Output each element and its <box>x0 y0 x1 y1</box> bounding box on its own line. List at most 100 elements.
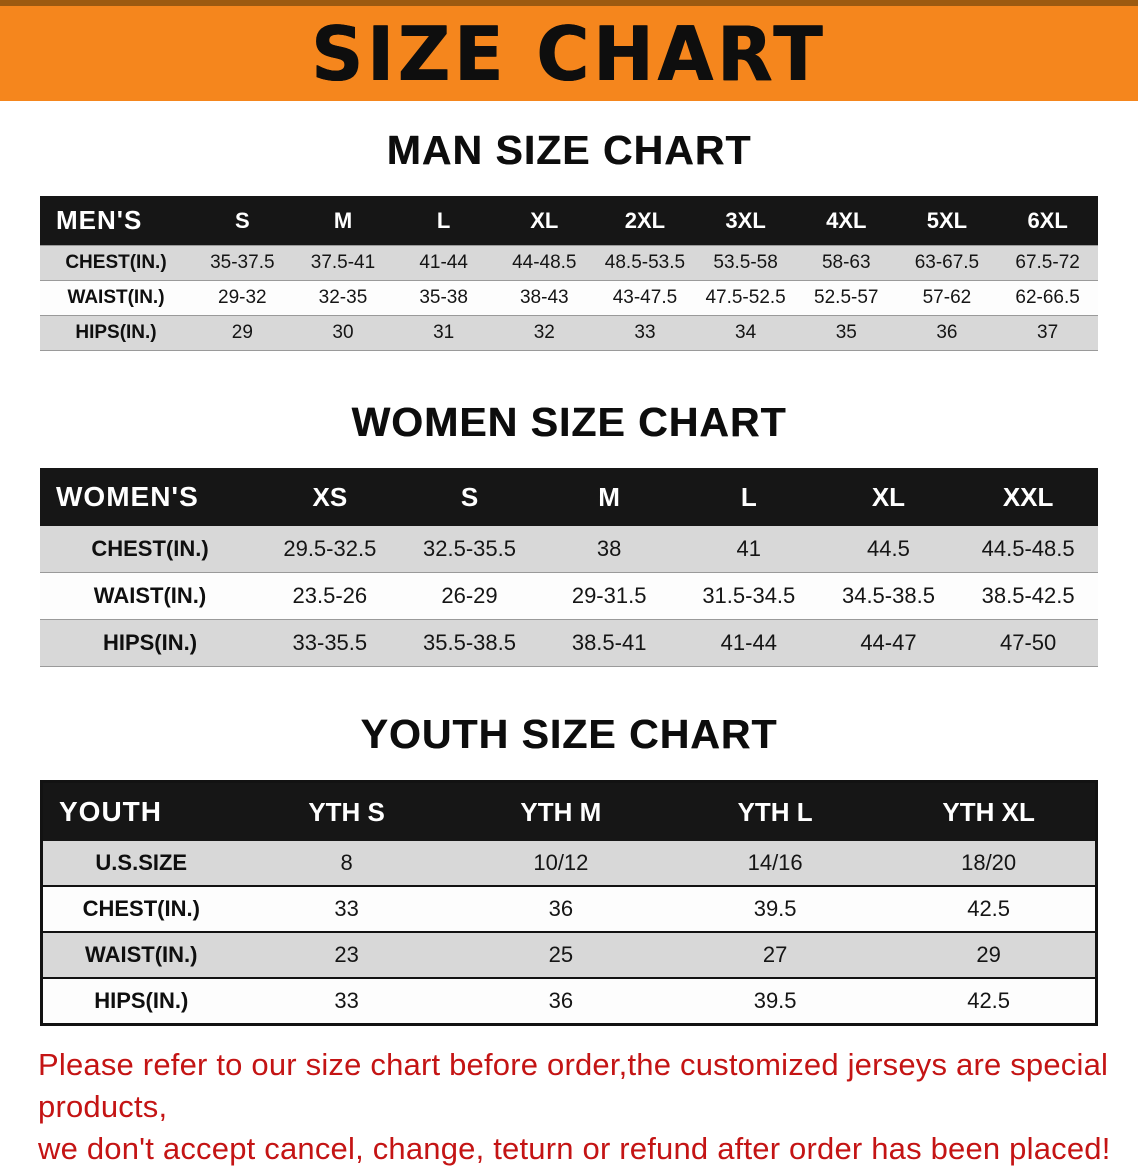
size-value: 33 <box>334 988 359 1013</box>
size-value: 43-47.5 <box>612 287 678 308</box>
men-size-table: MEN'S S M L XL 2XL 3XL 4XL 5XL 6XL CHEST(IN.) 35-37… <box>40 196 1098 351</box>
youth-size-table: YOUTH YTH S YTH M YTH L YTH XL U.S.SIZE 8 10/12… <box>40 780 1098 1026</box>
size-value: 32.5-35.5 <box>423 536 516 561</box>
size-column-header: 5XL <box>896 196 998 246</box>
size-column-header: S <box>399 468 540 526</box>
size-value: 39.5 <box>753 988 797 1013</box>
size-value: 62-66.5 <box>1015 287 1080 308</box>
size-value: 41-44 <box>419 252 468 273</box>
size-value: 35.5-38.5 <box>423 630 516 655</box>
table-header-row: WOMEN'S XS S M L XL XXL <box>40 468 1098 526</box>
size-value: 47-50 <box>1000 630 1057 655</box>
table-corner-label: MEN'S <box>40 196 192 246</box>
disclaimer: Please refer to our size chart before or… <box>38 1044 1138 1170</box>
women-section: WOMEN SIZE CHART WOMEN'S XS S M L XL XXL CHEST(… <box>0 399 1138 667</box>
women-section-title: WOMEN SIZE CHART <box>351 399 787 445</box>
table-row: HIPS(IN.) 33-35.5 35.5-38.5 38.5-41 41-44 44-… <box>40 619 1098 667</box>
size-column-header: 4XL <box>795 196 897 246</box>
size-value: 29.5-32.5 <box>283 536 377 561</box>
table-row: U.S.SIZE 8 10/12 14/16 18/20 <box>41 841 1097 886</box>
size-value: 25 <box>548 942 574 967</box>
size-value: 33 <box>334 896 359 921</box>
size-value: 29-32 <box>218 287 267 308</box>
size-value: 47.5-52.5 <box>705 287 786 308</box>
youth-section-title: YOUTH SIZE CHART <box>360 711 778 757</box>
size-value: 36 <box>548 896 574 921</box>
size-value: 38 <box>596 536 622 561</box>
size-value: 35-38 <box>419 287 468 308</box>
size-column-header: YTH M <box>453 781 668 841</box>
size-value: 26-29 <box>441 583 498 608</box>
youth-section: YOUTH SIZE CHART YOUTH YTH S YTH M YTH L YTH… <box>0 711 1138 1026</box>
table-header-row: MEN'S S M L XL 2XL 3XL 4XL 5XL 6XL <box>40 196 1098 246</box>
size-column-header: XS <box>260 468 400 526</box>
size-value: 29-31.5 <box>571 583 647 608</box>
size-value: 44-47 <box>860 630 917 655</box>
size-value: 38.5-41 <box>571 630 647 655</box>
size-value: 35-37.5 <box>210 252 275 273</box>
size-value: 42.5 <box>967 896 1011 921</box>
size-value: 34 <box>735 322 757 343</box>
size-value: 39.5 <box>753 896 797 921</box>
size-column-header: XL <box>818 468 959 526</box>
size-value: 8 <box>340 850 353 875</box>
row-label: CHEST(IN.) <box>82 896 200 921</box>
size-value: 57-62 <box>922 287 972 308</box>
table-row: WAIST(IN.) 23 25 27 29 <box>41 932 1097 978</box>
size-value: 10/12 <box>533 850 589 875</box>
size-column-header: YTH L <box>668 781 883 841</box>
table-header-row: YOUTH YTH S YTH M YTH L YTH XL <box>41 781 1097 841</box>
size-column-header: YTH XL <box>882 781 1097 841</box>
size-value: 53.5-58 <box>713 252 778 273</box>
row-label: CHEST(IN.) <box>91 536 209 561</box>
size-value: 18/20 <box>961 850 1017 875</box>
size-value: 29 <box>976 942 1001 967</box>
size-value: 29 <box>231 322 253 343</box>
size-value: 14/16 <box>747 850 803 875</box>
size-value: 30 <box>332 322 354 343</box>
table-row: HIPS(IN.) 33 36 39.5 42.5 <box>41 978 1097 1025</box>
size-column-header: XXL <box>958 468 1098 526</box>
size-value: 38.5-42.5 <box>981 583 1075 608</box>
women-size-table: WOMEN'S XS S M L XL XXL CHEST(IN.) 29.5-32.5 32.5… <box>40 468 1098 667</box>
table-row: CHEST(IN.) 35-37.5 37.5-41 41-44 44-48.5 48.5… <box>40 245 1098 281</box>
size-value: 44.5 <box>867 536 910 561</box>
size-value: 32 <box>533 322 555 343</box>
size-value: 31 <box>433 322 455 343</box>
size-value: 44.5-48.5 <box>981 536 1075 561</box>
size-column-header: L <box>678 468 819 526</box>
disclaimer-line-1: Please refer to our size chart before or… <box>38 1047 1109 1124</box>
size-value: 67.5-72 <box>1015 252 1080 273</box>
size-value: 23 <box>334 942 359 967</box>
row-label: HIPS(IN.) <box>102 630 198 655</box>
banner: SIZE CHART <box>0 0 1138 101</box>
size-value: 31.5-34.5 <box>702 583 796 608</box>
size-column-header: 2XL <box>594 196 696 246</box>
size-column-header: YTH S <box>239 781 454 841</box>
men-section: MAN SIZE CHART MEN'S S M L XL 2XL 3XL 4XL 5XL 6XL… <box>0 127 1138 351</box>
size-column-header: M <box>539 468 679 526</box>
disclaimer-line-2: we don't accept cancel, change, teturn o… <box>38 1131 1111 1166</box>
size-value: 34.5-38.5 <box>841 583 935 608</box>
table-row: WAIST(IN.) 29-32 32-35 35-38 38-43 43-47.5 47.… <box>40 280 1098 316</box>
men-section-title: MAN SIZE CHART <box>386 127 752 173</box>
row-label: HIPS(IN.) <box>75 322 157 343</box>
size-value: 32-35 <box>318 287 368 308</box>
size-value: 52.5-57 <box>814 287 879 308</box>
size-value: 48.5-53.5 <box>604 252 686 273</box>
size-value: 38-43 <box>519 287 569 308</box>
table-row: CHEST(IN.) 33 36 39.5 42.5 <box>41 886 1097 932</box>
size-value: 42.5 <box>967 988 1011 1013</box>
size-value: 41 <box>736 536 762 561</box>
row-label: WAIST(IN.) <box>67 287 165 308</box>
table-row: HIPS(IN.) 29 30 31 32 33 34 35 36 37 <box>40 315 1098 351</box>
size-value: 33-35.5 <box>292 630 368 655</box>
size-value: 36 <box>936 322 958 343</box>
size-column-header: S <box>192 196 293 246</box>
row-label: CHEST(IN.) <box>65 252 167 273</box>
row-label: U.S.SIZE <box>95 850 188 875</box>
size-value: 44-48.5 <box>512 252 577 273</box>
size-value: 37 <box>1037 322 1059 343</box>
row-label: WAIST(IN.) <box>93 583 207 608</box>
